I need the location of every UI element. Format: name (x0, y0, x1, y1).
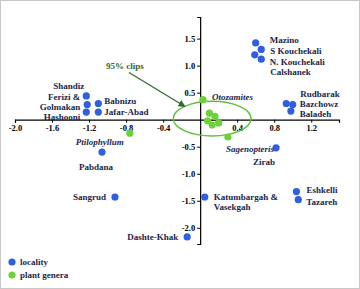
point-label: Otozamites (212, 92, 253, 102)
point-label: Sangrud (73, 192, 106, 202)
point (84, 101, 91, 108)
tick-label: 0.8 (269, 123, 280, 133)
tick: -0.4 (157, 120, 171, 133)
point-label: Ptilophyllum (76, 137, 124, 147)
point (258, 46, 265, 53)
tick: 0.5 (185, 88, 201, 98)
point (287, 107, 294, 114)
point-label: Baladeh (300, 109, 332, 119)
tick-mark (197, 66, 200, 67)
point (95, 109, 102, 116)
legend-swatch (8, 258, 15, 265)
point-label: Dashte-Khak (127, 232, 178, 242)
tick-mark (197, 39, 200, 40)
point (98, 149, 105, 156)
point (211, 113, 218, 120)
point (295, 196, 302, 203)
point (83, 109, 90, 116)
point-label: Tazareh (306, 197, 337, 207)
point-label: Jafar-Abad (104, 107, 148, 117)
tick-label: 1.0 (185, 61, 196, 71)
point (199, 96, 206, 103)
point-label: Sagenopteris (226, 144, 275, 154)
tick: -0.5 (182, 142, 200, 152)
tick-label: 1.2 (306, 123, 317, 133)
point (126, 130, 133, 137)
axis-line (197, 18, 201, 245)
point-label: Shandiz (53, 81, 84, 91)
tick-label: -1.0 (182, 169, 195, 179)
tick-label: -0.5 (182, 142, 195, 152)
point (184, 233, 191, 240)
point (283, 100, 290, 107)
point (83, 92, 90, 99)
frame (1, 1, 360, 289)
point (95, 100, 102, 107)
point-label: Calshanek (270, 67, 311, 77)
tick-label: -2.0 (182, 223, 195, 233)
tick-mark (197, 228, 200, 229)
point-label: Zirab (253, 157, 275, 167)
tick-mark (197, 174, 200, 175)
tick-label: -1.5 (182, 196, 195, 206)
point (215, 119, 222, 126)
labels: 95% clips MazinoS KouchekaliN. Kouchekali… (40, 35, 340, 242)
legend-label: plant genera (20, 270, 69, 280)
point (111, 193, 118, 200)
point-label: S Kouchekali (270, 46, 322, 56)
point-label: Mazino (270, 35, 299, 45)
point-label: Vasekgah (214, 202, 251, 212)
point-label: Babnizu (104, 96, 136, 106)
point (289, 101, 296, 108)
point (258, 56, 265, 63)
point (293, 188, 300, 195)
point (209, 121, 216, 128)
tick: -2.0 (9, 120, 22, 133)
point (224, 133, 231, 140)
point (252, 39, 259, 46)
point-label: N. Kouchekali (270, 57, 326, 67)
tick: 1.2 (306, 120, 317, 133)
tick: -1.0 (182, 169, 200, 179)
tick: -1.2 (83, 120, 96, 133)
tick: 0.8 (269, 120, 280, 133)
tick-mark (197, 201, 200, 202)
point-label: Katumbargah & (214, 192, 279, 202)
tick: -1.5 (182, 196, 200, 206)
tick: 1.0 (185, 61, 201, 71)
tick-label: -1.6 (46, 123, 59, 133)
chart: -2.0-1.6-1.2-0.8-0.40.40.81.21.51.00.5-0… (0, 0, 360, 289)
tick: -2.0 (182, 223, 200, 233)
tick-label: -1.2 (83, 123, 96, 133)
legend-swatch (8, 271, 15, 278)
point-label: Bazchowz (300, 99, 339, 109)
annotation: 95% clips (106, 61, 144, 71)
tick-label: 0.5 (185, 88, 196, 98)
annotation-arrow (129, 73, 185, 107)
point-label: Rudbarak (300, 89, 340, 99)
point-label: Eshkelli (306, 185, 338, 195)
point-label: Hashooni (44, 112, 81, 122)
tick-label: 1.5 (185, 34, 196, 44)
point-label: Ferizi & (48, 92, 81, 102)
tick-mark (197, 93, 200, 94)
point-label: Pabdana (79, 162, 114, 172)
tick-label: -0.4 (157, 123, 171, 133)
point (251, 51, 258, 58)
tick: 1.5 (185, 34, 201, 44)
legend: locality plant genera (8, 257, 68, 280)
tick-label: -2.0 (9, 123, 22, 133)
point (201, 193, 208, 200)
tick-mark (197, 147, 200, 148)
legend-label: locality (20, 257, 48, 267)
point-label: Golmakan (40, 102, 81, 112)
